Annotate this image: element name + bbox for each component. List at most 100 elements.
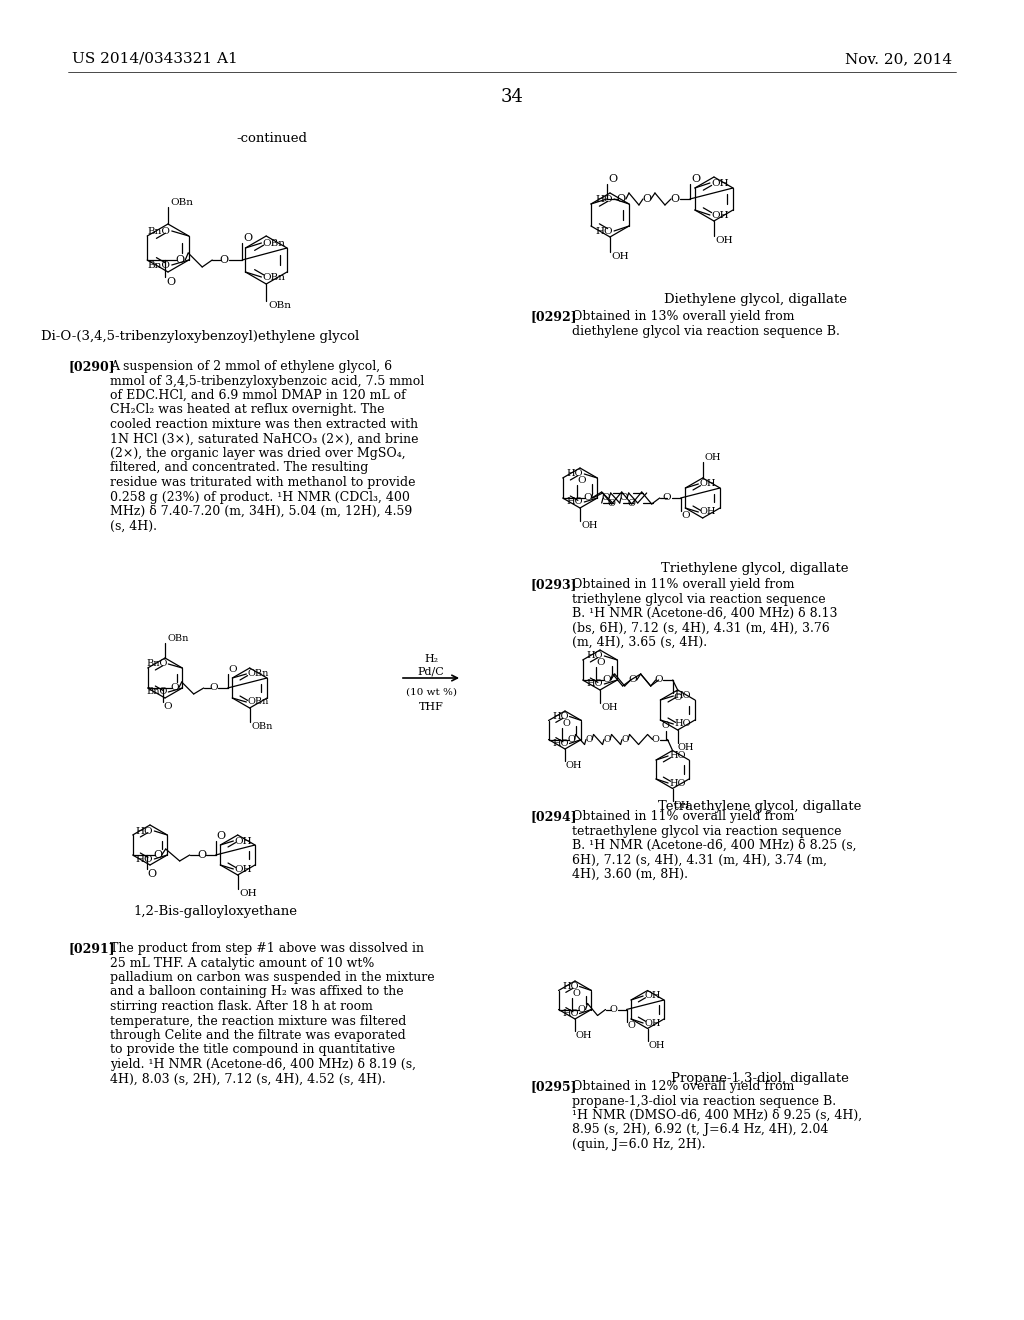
Text: O: O xyxy=(567,735,575,744)
Text: O: O xyxy=(682,511,690,520)
Text: OH: OH xyxy=(715,236,732,246)
Text: through Celite and the filtrate was evaporated: through Celite and the filtrate was evap… xyxy=(110,1030,406,1041)
Text: O: O xyxy=(628,499,636,508)
Text: OBn: OBn xyxy=(268,301,291,310)
Text: OH: OH xyxy=(711,210,728,219)
Text: [0294]: [0294] xyxy=(530,810,577,822)
Text: diethylene glycol via reaction sequence B.: diethylene glycol via reaction sequence … xyxy=(572,325,840,338)
Text: propane-1,3-diol via reaction sequence B.: propane-1,3-diol via reaction sequence B… xyxy=(572,1094,837,1107)
Text: -continued: -continued xyxy=(237,132,307,145)
Text: O: O xyxy=(584,494,592,503)
Text: O: O xyxy=(663,494,671,503)
Text: 6H), 7.12 (s, 4H), 4.31 (m, 4H), 3.74 (m,: 6H), 7.12 (s, 4H), 4.31 (m, 4H), 3.74 (m… xyxy=(572,854,827,866)
Text: BnO: BnO xyxy=(146,660,167,668)
Text: [0292]: [0292] xyxy=(530,310,577,323)
Text: Obtained in 11% overall yield from: Obtained in 11% overall yield from xyxy=(572,578,795,591)
Text: OH: OH xyxy=(240,888,257,898)
Text: B. ¹H NMR (Acetone-d6, 400 MHz) δ 8.25 (s,: B. ¹H NMR (Acetone-d6, 400 MHz) δ 8.25 (… xyxy=(572,840,856,851)
Text: mmol of 3,4,5-tribenzyloxybenzoic acid, 7.5 mmol: mmol of 3,4,5-tribenzyloxybenzoic acid, … xyxy=(110,375,424,388)
Text: OH: OH xyxy=(699,479,716,488)
Text: and a balloon containing H₂ was affixed to the: and a balloon containing H₂ was affixed … xyxy=(110,986,403,998)
Text: O: O xyxy=(220,255,228,265)
Text: O: O xyxy=(642,194,651,205)
Text: O: O xyxy=(217,832,226,841)
Text: HO: HO xyxy=(562,982,579,991)
Text: to provide the title compound in quantitative: to provide the title compound in quantit… xyxy=(110,1044,395,1056)
Text: O: O xyxy=(562,718,570,727)
Text: OBn: OBn xyxy=(167,634,188,643)
Text: Triethylene glycol, digallate: Triethylene glycol, digallate xyxy=(662,562,849,576)
Text: 8.95 (s, 2H), 6.92 (t, J=6.4 Hz, 4H), 2.04: 8.95 (s, 2H), 6.92 (t, J=6.4 Hz, 4H), 2.… xyxy=(572,1123,828,1137)
Text: O: O xyxy=(228,665,238,675)
Text: [0293]: [0293] xyxy=(530,578,577,591)
Text: of EDC.HCl, and 6.9 mmol DMAP in 120 mL of: of EDC.HCl, and 6.9 mmol DMAP in 120 mL … xyxy=(110,389,406,403)
Text: (quin, J=6.0 Hz, 2H).: (quin, J=6.0 Hz, 2H). xyxy=(572,1138,706,1151)
Text: temperature, the reaction mixture was filtered: temperature, the reaction mixture was fi… xyxy=(110,1015,407,1027)
Text: OH: OH xyxy=(644,991,660,1001)
Text: O: O xyxy=(609,1005,617,1014)
Text: O: O xyxy=(176,255,184,265)
Text: O: O xyxy=(154,850,162,861)
Text: The product from step #1 above was dissolved in: The product from step #1 above was disso… xyxy=(110,942,424,954)
Text: 34: 34 xyxy=(501,88,523,106)
Text: 4H), 3.60 (m, 8H).: 4H), 3.60 (m, 8H). xyxy=(572,869,688,880)
Text: O: O xyxy=(602,676,611,685)
Text: O: O xyxy=(616,194,626,205)
Text: HO: HO xyxy=(587,652,603,660)
Text: O: O xyxy=(608,174,617,183)
Text: OBn: OBn xyxy=(262,272,286,281)
Text: O: O xyxy=(170,684,179,693)
Text: HO: HO xyxy=(567,470,584,479)
Text: O: O xyxy=(147,869,157,879)
Text: HO: HO xyxy=(675,692,691,701)
Text: O: O xyxy=(628,1022,636,1031)
Text: HO: HO xyxy=(562,1008,579,1018)
Text: yield. ¹H NMR (Acetone-d6, 400 MHz) δ 8.19 (s,: yield. ¹H NMR (Acetone-d6, 400 MHz) δ 8.… xyxy=(110,1059,416,1071)
Text: O: O xyxy=(651,735,659,744)
Text: OH: OH xyxy=(648,1040,665,1049)
Text: residue was triturated with methanol to provide: residue was triturated with methanol to … xyxy=(110,477,416,488)
Text: OH: OH xyxy=(678,743,694,752)
Text: OH: OH xyxy=(611,252,629,261)
Text: (m, 4H), 3.65 (s, 4H).: (m, 4H), 3.65 (s, 4H). xyxy=(572,636,708,649)
Text: OH: OH xyxy=(674,800,690,809)
Text: O: O xyxy=(603,735,610,744)
Text: (s, 4H).: (s, 4H). xyxy=(110,520,157,532)
Text: OH: OH xyxy=(644,1019,660,1027)
Text: Pd/C: Pd/C xyxy=(418,667,444,676)
Text: Di-O-(3,4,5-tribenzyloxybenzoyl)ethylene glycol: Di-O-(3,4,5-tribenzyloxybenzoyl)ethylene… xyxy=(41,330,359,343)
Text: O: O xyxy=(602,494,610,503)
Text: HO: HO xyxy=(595,194,613,203)
Text: (2×), the organic layer was dried over MgSO₄,: (2×), the organic layer was dried over M… xyxy=(110,447,406,459)
Text: Obtained in 12% overall yield from: Obtained in 12% overall yield from xyxy=(572,1080,795,1093)
Text: (10 wt %): (10 wt %) xyxy=(406,688,457,697)
Text: cooled reaction mixture was then extracted with: cooled reaction mixture was then extract… xyxy=(110,418,418,432)
Text: 1,2-Bis-galloyloxyethane: 1,2-Bis-galloyloxyethane xyxy=(133,906,297,917)
Text: O: O xyxy=(164,702,172,711)
Text: B. ¹H NMR (Acetone-d6, 400 MHz) δ 8.13: B. ¹H NMR (Acetone-d6, 400 MHz) δ 8.13 xyxy=(572,607,838,620)
Text: OBn: OBn xyxy=(170,198,193,207)
Text: [0291]: [0291] xyxy=(68,942,115,954)
Text: O: O xyxy=(586,735,593,744)
Text: OBn: OBn xyxy=(248,669,268,678)
Text: tetraethylene glycol via reaction sequence: tetraethylene glycol via reaction sequen… xyxy=(572,825,842,837)
Text: 25 mL THF. A catalytic amount of 10 wt%: 25 mL THF. A catalytic amount of 10 wt% xyxy=(110,957,375,969)
Text: HO: HO xyxy=(595,227,613,235)
Text: OH: OH xyxy=(699,507,716,516)
Text: HO: HO xyxy=(669,751,686,760)
Text: OH: OH xyxy=(711,178,728,187)
Text: O: O xyxy=(620,494,629,503)
Text: O: O xyxy=(597,657,605,667)
Text: O: O xyxy=(622,735,629,744)
Text: (bs, 6H), 7.12 (s, 4H), 4.31 (m, 4H), 3.76: (bs, 6H), 7.12 (s, 4H), 4.31 (m, 4H), 3.… xyxy=(572,622,829,635)
Text: O: O xyxy=(578,477,587,484)
Text: [0290]: [0290] xyxy=(68,360,115,374)
Text: OBn: OBn xyxy=(248,697,268,706)
Text: O: O xyxy=(244,234,252,243)
Text: HO: HO xyxy=(675,719,691,729)
Text: MHz) δ 7.40-7.20 (m, 34H), 5.04 (m, 12H), 4.59: MHz) δ 7.40-7.20 (m, 34H), 5.04 (m, 12H)… xyxy=(110,506,413,517)
Text: HO: HO xyxy=(587,680,603,689)
Text: O: O xyxy=(671,194,680,205)
Text: BnO: BnO xyxy=(147,260,171,269)
Text: O: O xyxy=(629,676,637,685)
